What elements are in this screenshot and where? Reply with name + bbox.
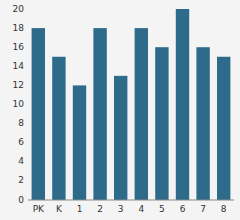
x-tick-label: 3 (118, 204, 124, 214)
x-tick-label: 7 (200, 204, 206, 214)
x-tick-label: 8 (221, 204, 227, 214)
x-tick-label: 6 (180, 204, 186, 214)
bar (176, 9, 189, 200)
bar (73, 85, 86, 200)
bar (32, 28, 45, 200)
y-tick-label: 20 (13, 4, 25, 14)
y-tick-label: 16 (13, 42, 25, 52)
page: {"chart_data": {"type": "bar", "categori… (0, 0, 240, 220)
chart-svg: 02468101214161820PKK12345678 (0, 0, 240, 220)
x-tick-label: 1 (77, 204, 83, 214)
bar (93, 28, 106, 200)
y-tick-label: 0 (18, 195, 24, 205)
y-tick-label: 8 (18, 118, 24, 128)
x-tick-label: 2 (97, 204, 103, 214)
y-tick-label: 18 (13, 23, 25, 33)
bar (52, 57, 65, 200)
bar (217, 57, 230, 200)
x-tick-label: PK (33, 204, 45, 214)
bar (114, 76, 127, 200)
y-tick-labels: 0 2 4 6 8 10 12 14 16 18 20 (13, 4, 25, 205)
y-tick-label: 6 (18, 137, 24, 147)
x-tick-label: 5 (159, 204, 165, 214)
y-tick-label: 12 (13, 80, 24, 90)
x-axis-line (28, 200, 234, 201)
x-tick-label: 4 (138, 204, 144, 214)
y-tick-label: 14 (13, 61, 25, 71)
bars (32, 9, 231, 200)
bar (135, 28, 148, 200)
y-tick-label: 2 (18, 175, 24, 185)
x-tick-label: K (56, 204, 63, 214)
bar (155, 47, 168, 200)
x-tick-labels: PK K 1 2 3 4 5 6 7 8 (33, 204, 227, 214)
chart-container: 02468101214161820PKK12345678 (0, 0, 240, 220)
bar (196, 47, 209, 200)
y-tick-label: 4 (18, 156, 24, 166)
y-tick-label: 10 (13, 99, 25, 109)
